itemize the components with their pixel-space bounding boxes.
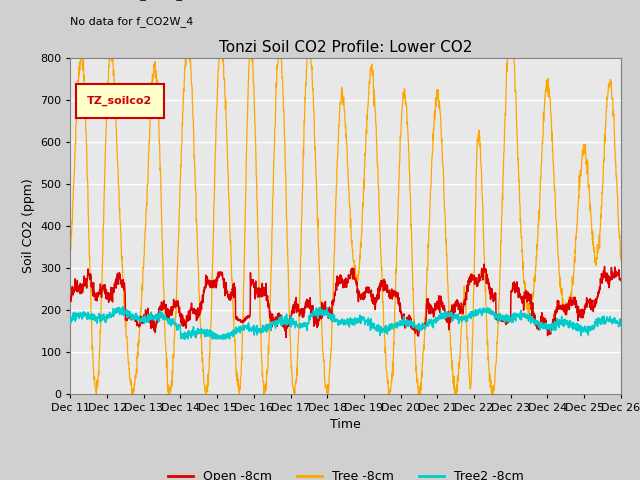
X-axis label: Time: Time bbox=[330, 418, 361, 431]
Y-axis label: Soil CO2 (ppm): Soil CO2 (ppm) bbox=[22, 178, 35, 273]
Legend: Open -8cm, Tree -8cm, Tree2 -8cm: Open -8cm, Tree -8cm, Tree2 -8cm bbox=[163, 465, 529, 480]
Title: Tonzi Soil CO2 Profile: Lower CO2: Tonzi Soil CO2 Profile: Lower CO2 bbox=[219, 40, 472, 55]
Text: No data for f_CO2W_4: No data for f_CO2W_4 bbox=[70, 16, 194, 27]
